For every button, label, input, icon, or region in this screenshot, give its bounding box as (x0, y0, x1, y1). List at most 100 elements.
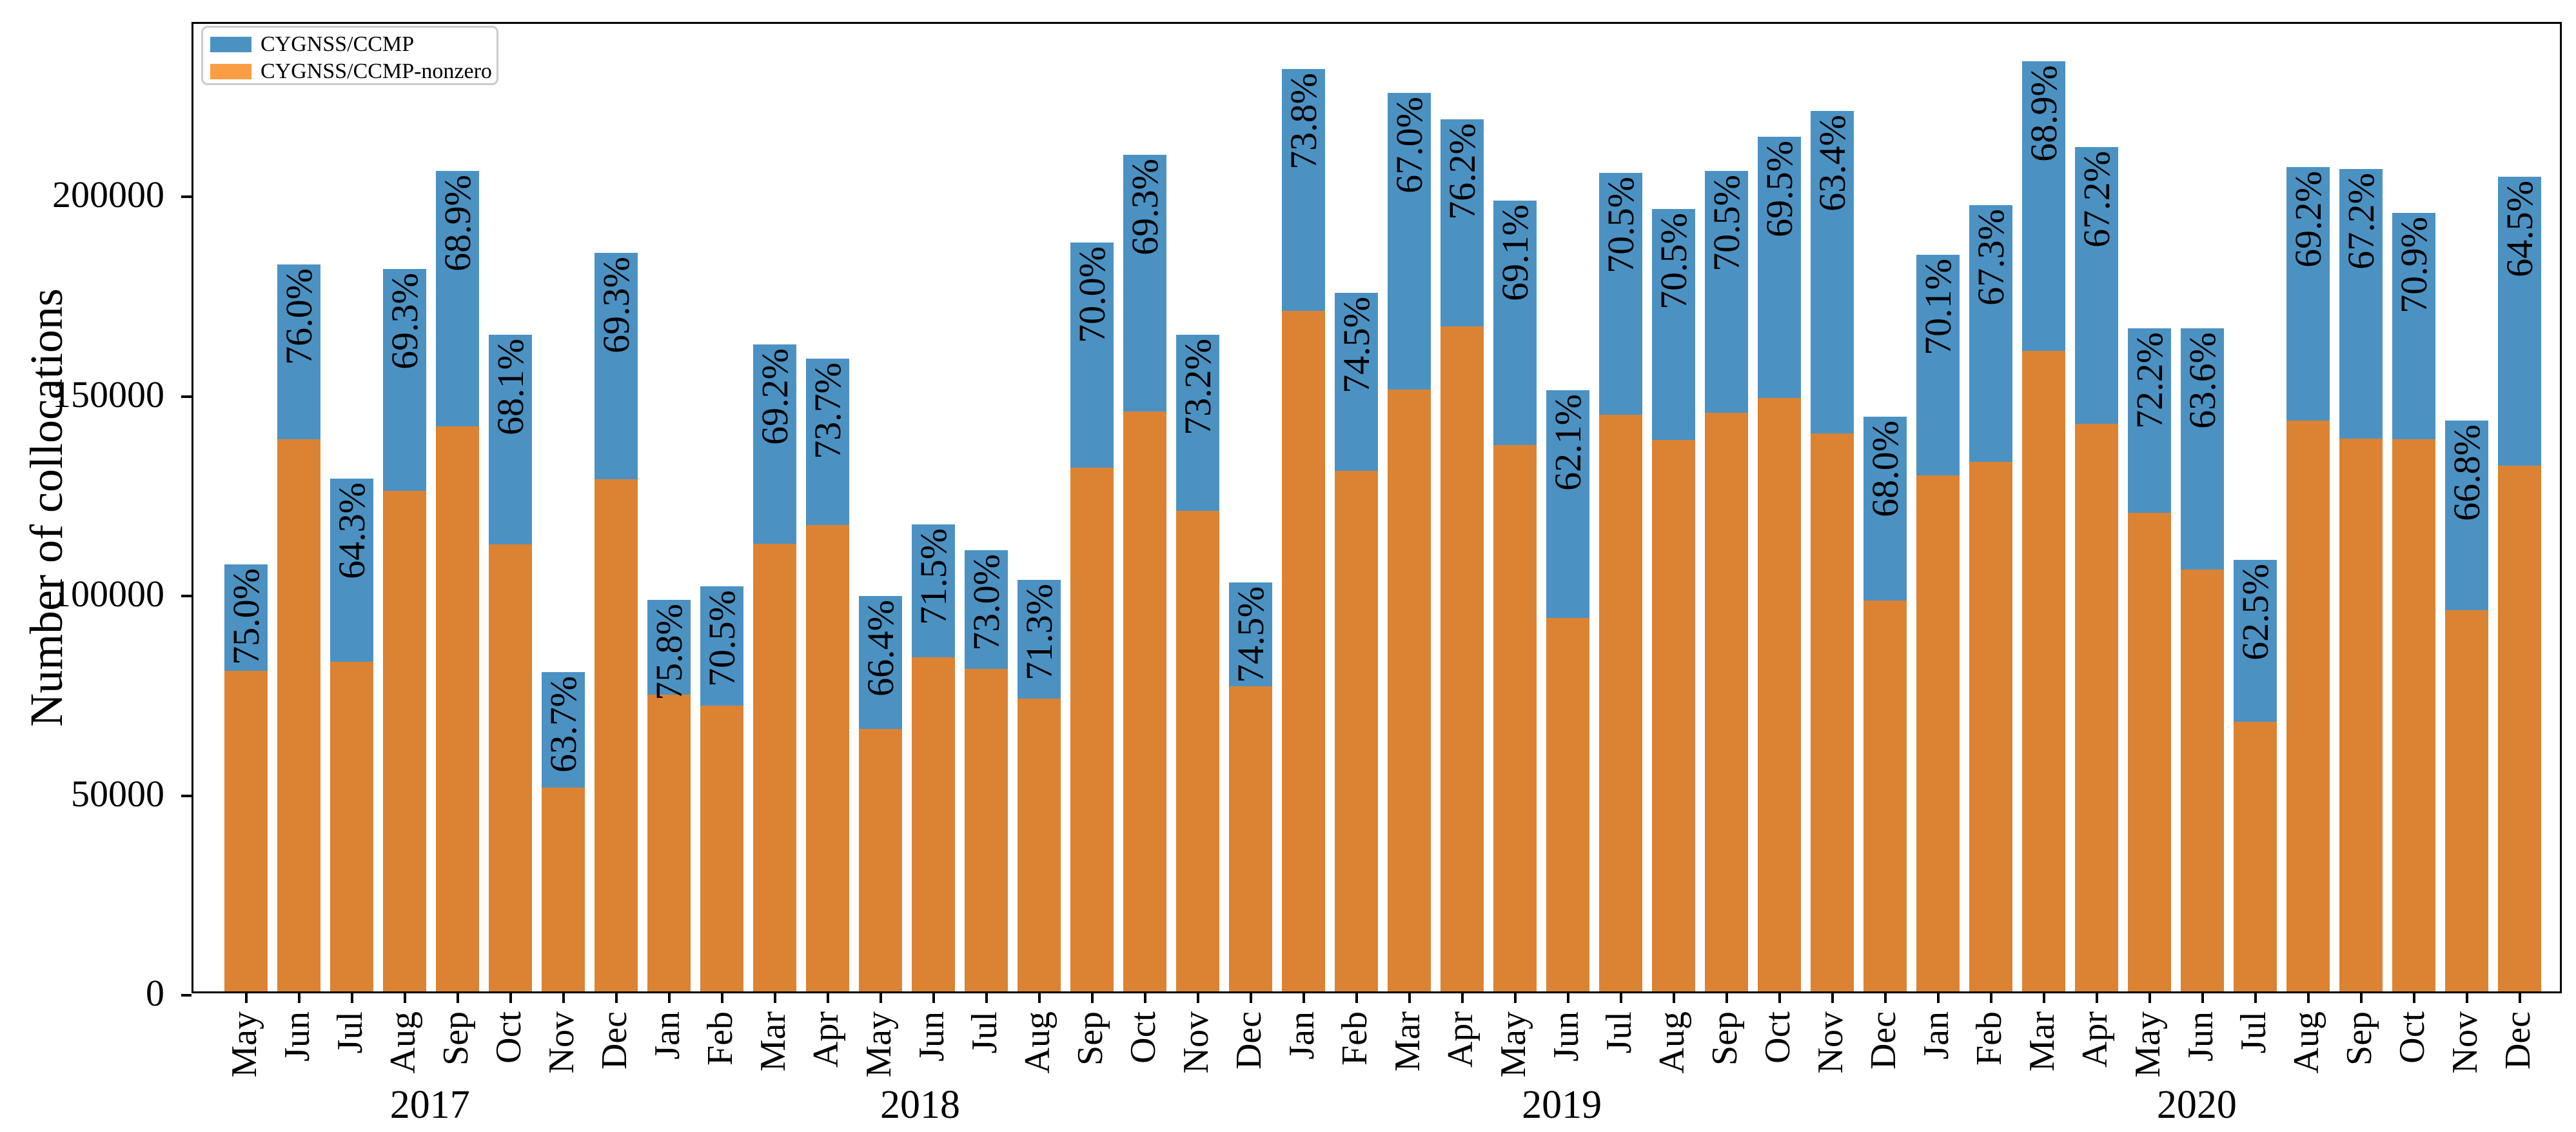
x-tick-label-month: Aug (1017, 1011, 1057, 1074)
bar-segment-nonzero (2498, 466, 2541, 991)
bar-pct-label: 67.3% (1969, 209, 2012, 306)
bar-segment-nonzero (1546, 618, 1589, 991)
bar-pct-label: 68.9% (436, 175, 478, 272)
bar-pct-label: 63.6% (2181, 332, 2223, 429)
y-tick-label: 100000 (52, 573, 164, 615)
x-tick-label-month: Feb (700, 1011, 740, 1066)
bar: 67.0% (1388, 93, 1431, 991)
bar: 70.1% (1916, 255, 1960, 991)
legend-label-ccmp: CYGNSS/CCMP (261, 32, 415, 56)
bar: 69.5% (1758, 137, 1801, 991)
bar-pct-label: 76.0% (277, 268, 320, 365)
bar-pct-label: 71.5% (912, 528, 954, 625)
bar: 76.0% (277, 264, 320, 991)
x-tick-mark (1619, 993, 1622, 1003)
bar-segment-nonzero (436, 426, 479, 991)
bar-segment-nonzero (965, 669, 1008, 991)
bar-pct-label: 69.5% (1758, 141, 1800, 237)
x-tick-mark (1566, 993, 1569, 1003)
plot-area: 75.0% 76.0% 64.3% 69.3% 68.9% 68.1% 63.7% 69.3%… (181, 22, 2562, 1003)
x-tick-label-month: Jan (1281, 1011, 1322, 1060)
x-tick-label-month: Oct (1123, 1011, 1163, 1064)
bar-segment-nonzero (859, 729, 902, 991)
bar-pct-label: 69.3% (1123, 159, 1166, 255)
bar: 69.1% (1493, 201, 1537, 991)
x-tick-mark (2518, 993, 2521, 1003)
bar-pct-label: 62.1% (1546, 394, 1589, 491)
x-tick-label-month: Nov (1175, 1011, 1216, 1074)
x-tick-label-month: Jul (964, 1011, 1005, 1054)
x-tick-label-month: Dec (1863, 1011, 1903, 1070)
bar-pct-label: 69.3% (383, 273, 426, 370)
x-tick-mark (1831, 993, 1834, 1003)
bar-segment-nonzero (1811, 433, 1854, 991)
bar-pct-label: 70.1% (1916, 259, 1959, 355)
bar-pct-label: 73.0% (965, 554, 1007, 651)
bar: 63.7% (542, 672, 585, 991)
bar-segment-nonzero (595, 479, 638, 991)
x-axis-year-label: 2017 (389, 1083, 470, 1127)
bar: 70.0% (1070, 243, 1114, 991)
bar-pct-label: 70.5% (1599, 177, 1642, 273)
x-tick-label-month: Aug (2286, 1011, 2326, 1074)
x-tick-mark (1460, 993, 1464, 1003)
x-tick-mark (1989, 993, 1992, 1003)
bar-pct-label: 67.0% (1388, 97, 1430, 194)
bar: 62.5% (2234, 560, 2277, 991)
bar: 73.2% (1176, 335, 1219, 991)
y-tick-label: 150000 (52, 373, 164, 415)
bar-segment-nonzero (542, 788, 585, 991)
x-tick-mark (1355, 993, 1358, 1003)
bar-pct-label: 70.0% (1070, 246, 1113, 343)
bar: 66.8% (2445, 421, 2488, 991)
bar-segment-nonzero (647, 695, 691, 991)
x-tick-label-month: Jun (277, 1011, 317, 1062)
bar: 70.5% (1599, 173, 1642, 991)
bar-pct-label: 63.7% (542, 676, 584, 773)
x-tick-label-month: Mar (1387, 1011, 1428, 1072)
bar-pct-label: 73.7% (806, 362, 849, 459)
bar-segment-nonzero (2128, 513, 2171, 991)
x-tick-label-month: Aug (1651, 1011, 1692, 1074)
bar-segment-nonzero (1599, 415, 1642, 991)
legend-swatch-ccmp (210, 37, 251, 52)
x-tick-mark (244, 993, 248, 1003)
bar-segment-nonzero (1969, 462, 2012, 991)
x-tick-label-month: Feb (1334, 1011, 1375, 1066)
bar: 69.3% (595, 253, 638, 991)
x-tick-mark (985, 993, 988, 1003)
bar: 69.2% (2286, 167, 2330, 991)
x-axis-year-label: 2019 (1522, 1083, 1602, 1127)
bar-segment-nonzero (1652, 440, 1695, 991)
x-tick-mark (667, 993, 671, 1003)
x-tick-mark (1936, 993, 1940, 1003)
bar-pct-label: 69.2% (2286, 171, 2329, 268)
bar-segment-nonzero (2181, 570, 2224, 991)
x-tick-label-month: Sep (1070, 1011, 1110, 1066)
x-tick-mark (2465, 993, 2468, 1003)
bar: 73.7% (806, 359, 849, 991)
bar: 68.1% (489, 335, 532, 991)
x-tick-label-month: Apr (2074, 1011, 2115, 1068)
bar: 63.4% (1811, 111, 1854, 991)
bar-pct-label: 67.2% (2075, 151, 2118, 248)
x-tick-label-month: Sep (435, 1011, 476, 1066)
x-tick-mark (1249, 993, 1252, 1003)
x-tick-label-month: Mar (752, 1011, 793, 1072)
legend-swatch-ccmp-nonzero (210, 64, 251, 79)
legend-row: CYGNSS/CCMP-nonzero (210, 61, 492, 83)
x-tick-mark (932, 993, 935, 1003)
bar-segment-nonzero (1176, 511, 1219, 991)
y-tick-label: 50000 (71, 772, 164, 815)
x-tick-label-month: Oct (488, 1011, 529, 1064)
bar: 67.2% (2075, 147, 2118, 991)
x-tick-mark (1672, 993, 1675, 1003)
x-tick-label-month: Aug (382, 1011, 423, 1074)
bar: 67.2% (2339, 169, 2383, 991)
x-tick-label-month: Oct (2392, 1011, 2432, 1064)
bar: 69.3% (383, 269, 426, 991)
x-tick-mark (615, 993, 618, 1003)
bar: 73.8% (1282, 69, 1325, 991)
y-tick-mark (181, 195, 192, 199)
